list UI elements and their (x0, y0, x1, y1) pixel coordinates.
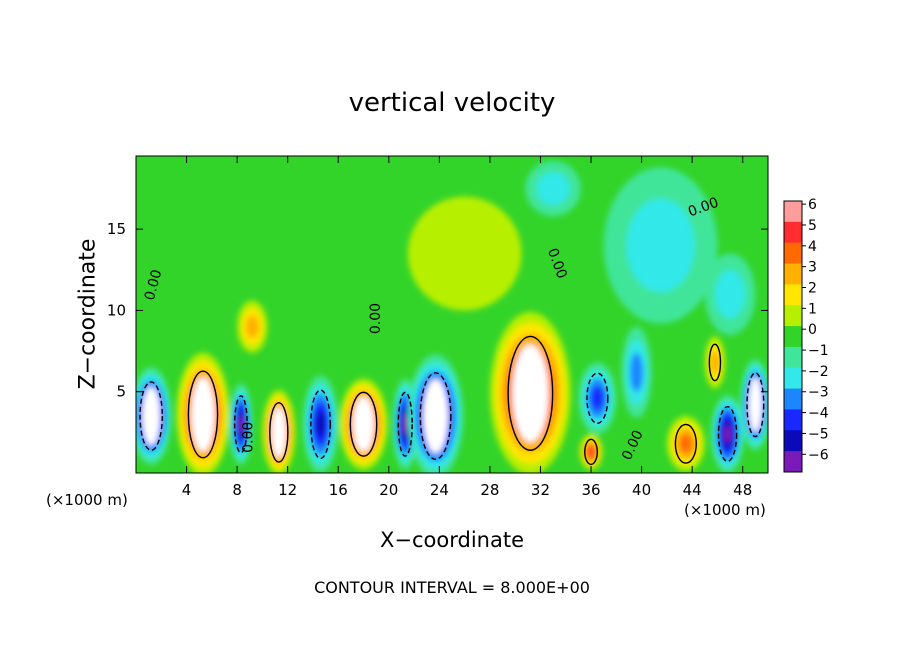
x-tick-label-7: 32 (531, 481, 550, 499)
x-tick-label-5: 24 (430, 481, 449, 499)
colorbar-label-1: 5 (808, 218, 817, 234)
colorbar-swatch-6 (784, 326, 802, 348)
x-unit-note-left: (×1000 m) (46, 491, 128, 509)
colorbar-label-2: 4 (808, 239, 817, 255)
x-axis-label: X−coordinate (380, 528, 524, 552)
x-unit-note-right: (×1000 m) (684, 501, 766, 519)
x-tick-label-3: 16 (329, 481, 348, 499)
colorbar-label-12: −6 (808, 447, 829, 463)
x-tick-label-6: 28 (480, 481, 499, 499)
x-tick-label-8: 36 (581, 481, 600, 499)
velocity-field (136, 156, 768, 473)
contour-line-3 (269, 402, 289, 463)
colorbar-swatch-0 (784, 201, 802, 223)
contour-line-8 (507, 335, 554, 451)
contour-line-0 (139, 381, 163, 451)
colorbar-label-0: 6 (808, 197, 817, 213)
x-tick-label-4: 20 (379, 481, 398, 499)
x-tick-label-2: 12 (278, 481, 297, 499)
colorbar-label-4: 2 (808, 281, 817, 297)
contour-line-10 (584, 438, 598, 466)
colorbar-swatch-12 (784, 451, 802, 473)
y-tick-label-1: 10 (107, 301, 126, 319)
colorbar-label-9: −3 (808, 385, 829, 401)
contour-line-4 (310, 389, 331, 460)
y-tick-label-2: 15 (107, 220, 126, 238)
chart-title: vertical velocity (348, 88, 556, 118)
contour-line-12 (674, 423, 697, 464)
colorbar-swatch-11 (784, 430, 802, 452)
field-cell-9 (578, 362, 617, 434)
y-tick-label-0: 5 (116, 383, 126, 401)
contour-line-1 (187, 370, 219, 459)
field-cell-12 (666, 416, 705, 472)
contour-line-13 (717, 405, 738, 462)
contour-label-0: 0.00 (142, 268, 166, 302)
contour-line-2 (233, 395, 248, 454)
contour-line-14 (746, 372, 765, 438)
field-cell-16 (237, 300, 268, 353)
colorbar-swatch-5 (784, 305, 802, 327)
colorbar-label-3: 3 (808, 260, 817, 276)
colorbar-swatch-3 (784, 263, 802, 285)
contour-line-15 (708, 343, 722, 382)
contour-lines (139, 335, 765, 466)
field-cell-11 (621, 326, 652, 418)
contour-line-6 (397, 391, 413, 457)
colorbar-label-5: 1 (808, 301, 817, 317)
x-tick-label-9: 40 (632, 481, 651, 499)
x-tick-label-10: 44 (683, 481, 702, 499)
x-tick-label-0: 4 (182, 481, 192, 499)
colorbar-label-8: −2 (808, 364, 829, 380)
field-cell-19 (603, 167, 718, 324)
colorbar-label-11: −5 (808, 426, 829, 442)
colorbar-swatch-9 (784, 388, 802, 410)
contour-label-1: 0.00 (240, 422, 256, 453)
colorbar: 6 5 4 3 2 1 0 −1 −2 −3 −4 −5 −6 (783, 197, 829, 473)
colorbar-swatch-10 (784, 409, 802, 431)
contour-line-7 (419, 372, 452, 461)
contour-label-2: 0.00 (368, 303, 384, 334)
field-cell-20 (704, 253, 756, 335)
x-tick-label-1: 8 (232, 481, 242, 499)
field-cell-18 (525, 160, 581, 217)
contour-line-9 (586, 372, 609, 424)
contour-interval-note: CONTOUR INTERVAL = 8.000E+00 (314, 578, 590, 597)
colorbar-label-6: 0 (808, 322, 817, 338)
colorbar-swatch-7 (784, 346, 802, 369)
colorbar-swatch-2 (784, 242, 802, 265)
colorbar-frame (783, 200, 803, 473)
colorbar-swatch-8 (784, 367, 802, 390)
field-cell-15 (704, 336, 726, 389)
colorbar-label-7: −1 (808, 343, 829, 359)
field-cell-17 (407, 196, 522, 311)
contour-line-5 (349, 391, 378, 457)
x-tick-label-11: 48 (733, 481, 752, 499)
plot-frame (135, 155, 769, 474)
field-cell-4 (302, 375, 339, 473)
colorbar-swatch-4 (784, 284, 802, 306)
field-cell-2 (229, 383, 253, 465)
colorbar-label-10: −4 (808, 406, 829, 422)
colorbar-swatch-1 (784, 221, 802, 244)
